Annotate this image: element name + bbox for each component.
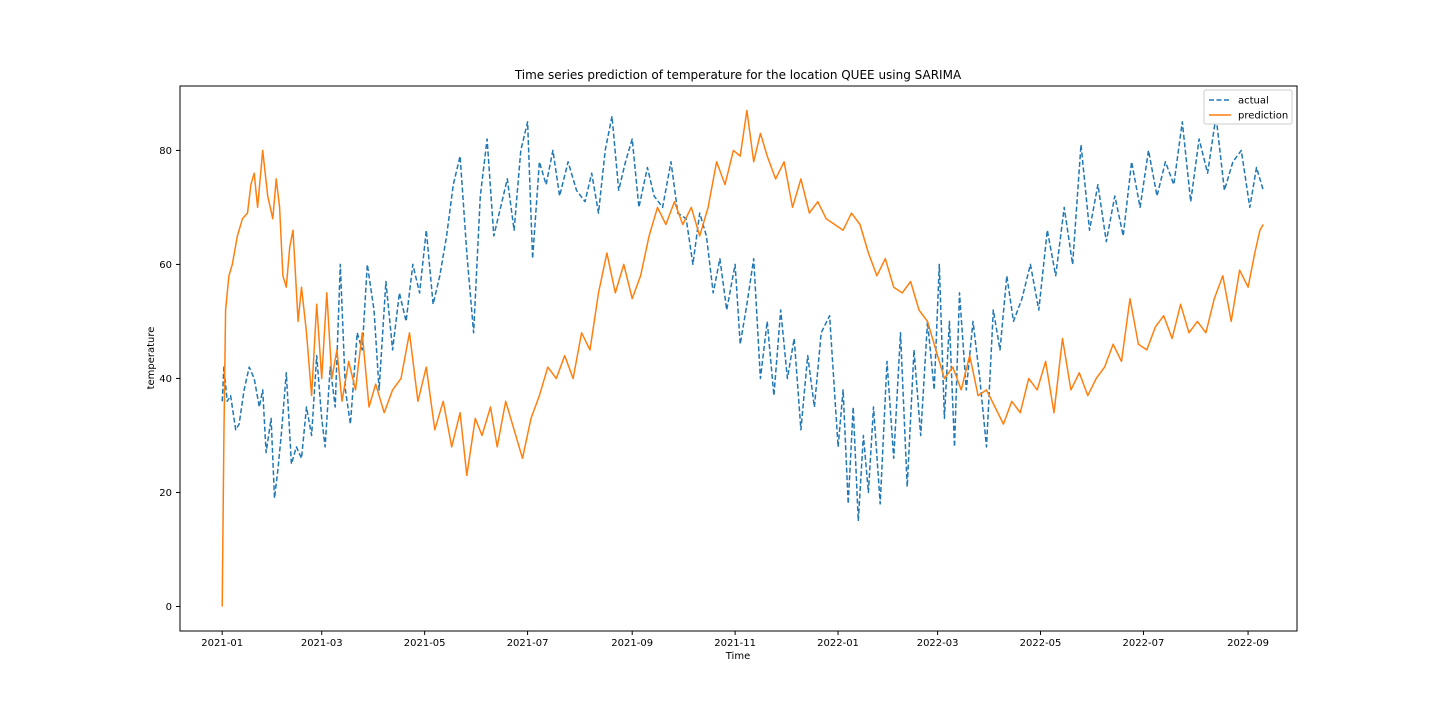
x-tick-label: 2022-05 [1020, 638, 1062, 649]
y-tick-label: 40 [159, 374, 172, 385]
chart-title: Time series prediction of temperature fo… [514, 68, 962, 82]
plot-frame [179, 85, 1298, 632]
y-axis: 0 20 40 60 80 [159, 146, 180, 613]
y-axis-label: temperature [146, 327, 157, 390]
x-tick-label: 2021-05 [404, 638, 446, 649]
x-tick-label: 2021-11 [714, 638, 756, 649]
legend-actual-label: actual [1238, 96, 1269, 107]
x-tick-label: 2022-03 [917, 638, 959, 649]
y-tick-label: 80 [159, 146, 172, 157]
x-tick-label: 2022-01 [817, 638, 859, 649]
series-layer [221, 109, 1265, 607]
x-tick-label: 2022-07 [1123, 638, 1165, 649]
x-tick-label: 2022-09 [1227, 638, 1269, 649]
x-tick-label: 2021-09 [611, 638, 653, 649]
x-tick-label: 2021-01 [201, 638, 243, 649]
legend: actual prediction [1203, 89, 1293, 125]
x-tick-label: 2021-03 [301, 638, 343, 649]
x-axis: 2021-01 2021-03 2021-05 2021-07 2021-09 2021-… [201, 631, 1269, 649]
series-actual-line [221, 115, 1265, 522]
y-tick-label: 0 [166, 602, 172, 613]
series-prediction-line [221, 109, 1264, 607]
y-tick-label: 20 [159, 488, 172, 499]
y-tick-label: 60 [159, 260, 172, 271]
x-tick-label: 2021-07 [507, 638, 549, 649]
legend-prediction-label: prediction [1238, 111, 1288, 122]
x-axis-label: Time [725, 651, 750, 662]
